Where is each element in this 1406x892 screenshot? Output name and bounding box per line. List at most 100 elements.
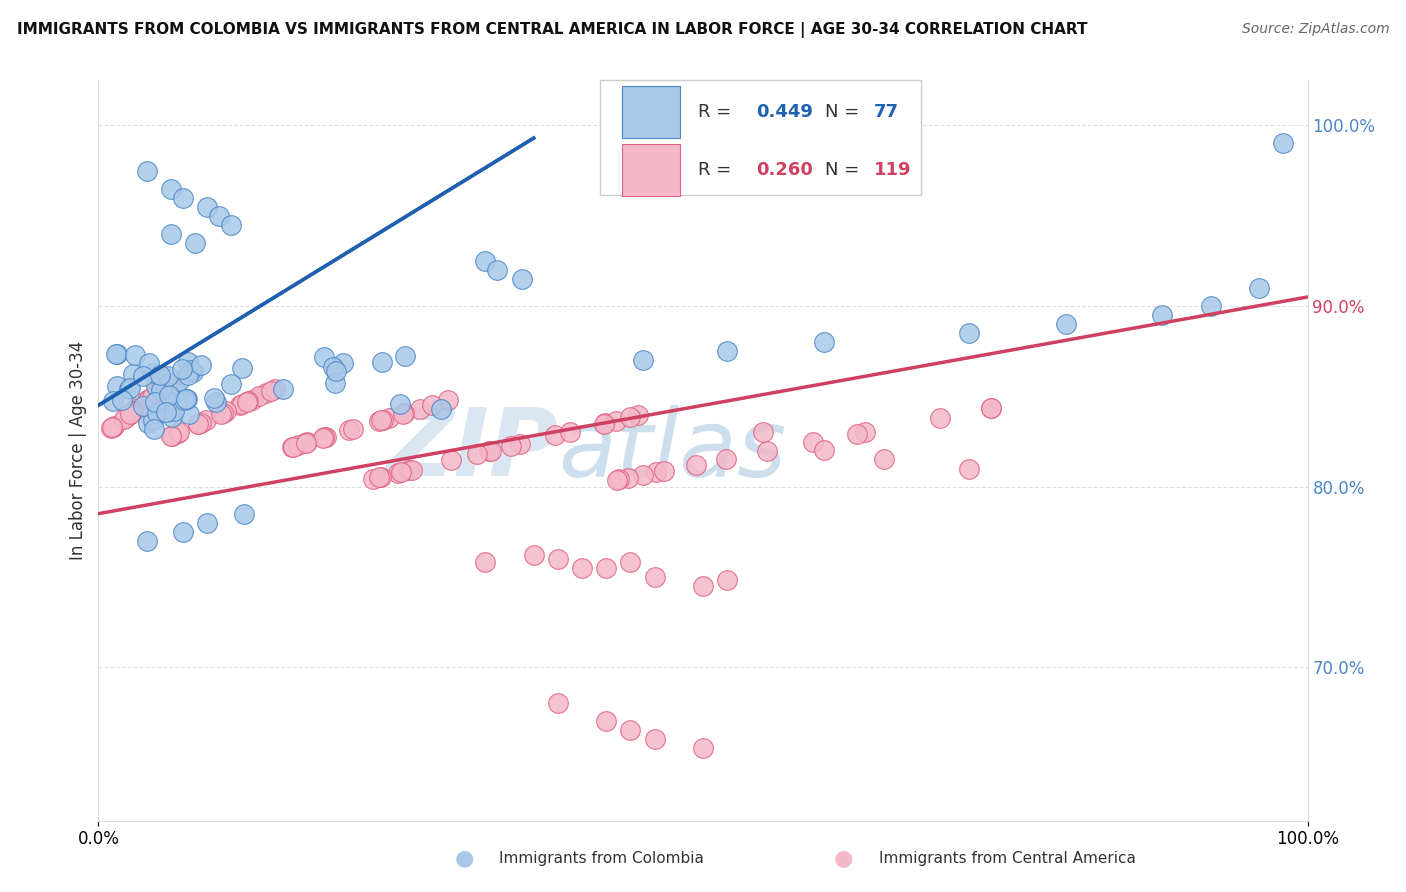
Point (167, 374, 190, 388)
Point (510, 272, 533, 286)
Point (593, 417, 616, 431)
Point (195, 413, 218, 427)
Point (163, 404, 186, 418)
Point (146, 407, 169, 421)
Point (813, 335, 835, 350)
Point (238, 394, 260, 409)
Point (571, 561, 593, 575)
Text: atlas: atlas (558, 405, 786, 496)
Point (314, 430, 336, 444)
Text: Immigrants from Colombia: Immigrants from Colombia (499, 851, 704, 865)
Point (157, 376, 180, 391)
Point (370, 469, 392, 483)
Point (595, 561, 617, 575)
Text: ●: ● (834, 848, 853, 868)
Point (547, 696, 569, 710)
Point (115, 409, 138, 424)
Point (114, 410, 136, 425)
Point (645, 465, 668, 479)
Point (121, 405, 143, 419)
Point (294, 436, 316, 450)
Point (436, 393, 458, 408)
Point (394, 349, 416, 363)
Point (1199, 299, 1222, 313)
Point (160, 227, 183, 241)
Point (155, 378, 177, 392)
Point (118, 381, 141, 395)
Point (1152, 308, 1174, 322)
FancyBboxPatch shape (621, 144, 681, 195)
Point (398, 463, 420, 477)
Point (190, 416, 212, 430)
Point (101, 394, 124, 409)
Point (1054, 317, 1077, 331)
FancyBboxPatch shape (621, 87, 681, 138)
Point (595, 714, 617, 729)
Point (204, 395, 226, 409)
Point (813, 443, 835, 458)
Point (605, 414, 627, 428)
Point (228, 398, 250, 412)
Text: ZIP: ZIP (385, 404, 558, 497)
Point (631, 467, 654, 482)
Point (215, 404, 238, 418)
Point (181, 365, 204, 379)
Point (184, 235, 207, 250)
Point (370, 355, 392, 369)
Point (392, 407, 415, 421)
Point (167, 425, 190, 440)
Point (315, 430, 337, 444)
Point (337, 423, 360, 437)
Point (143, 388, 166, 402)
Point (150, 382, 173, 396)
Point (322, 359, 344, 374)
Point (143, 394, 166, 409)
Point (619, 410, 641, 425)
Point (627, 409, 650, 423)
Point (368, 414, 391, 428)
Point (160, 409, 183, 424)
Point (138, 355, 160, 369)
Point (103, 419, 125, 434)
Point (160, 428, 183, 442)
Point (314, 350, 336, 364)
Text: 77: 77 (873, 103, 898, 121)
Point (202, 391, 225, 405)
Point (297, 435, 319, 450)
Point (142, 422, 165, 436)
Point (389, 397, 412, 411)
Point (122, 404, 145, 418)
Point (231, 397, 253, 411)
Point (509, 436, 531, 450)
Point (752, 425, 775, 440)
Point (803, 435, 825, 450)
Point (132, 369, 155, 384)
Point (544, 428, 567, 442)
Point (135, 533, 157, 548)
Point (142, 412, 165, 426)
Point (180, 363, 202, 377)
Point (105, 378, 128, 392)
Point (232, 507, 254, 521)
Point (631, 353, 654, 368)
Point (195, 200, 218, 214)
Point (195, 516, 218, 530)
Y-axis label: In Labor Force | Age 30-34: In Labor Force | Age 30-34 (69, 341, 87, 560)
Point (149, 368, 172, 382)
Point (873, 452, 896, 467)
Text: IMMIGRANTS FROM COLOMBIA VS IMMIGRANTS FROM CENTRAL AMERICA IN LABOR FORCE | AGE: IMMIGRANTS FROM COLOMBIA VS IMMIGRANTS F… (17, 22, 1087, 38)
Point (617, 471, 640, 485)
Point (368, 470, 391, 484)
Point (105, 347, 128, 361)
Text: Immigrants from Central America: Immigrants from Central America (879, 851, 1136, 865)
Point (117, 382, 139, 396)
Point (644, 570, 666, 584)
Point (190, 358, 212, 372)
Point (176, 368, 198, 382)
Point (619, 556, 641, 570)
Point (149, 383, 172, 397)
Text: 0.449: 0.449 (756, 103, 813, 121)
Text: ●: ● (454, 848, 474, 868)
Point (101, 420, 124, 434)
Point (957, 326, 980, 340)
